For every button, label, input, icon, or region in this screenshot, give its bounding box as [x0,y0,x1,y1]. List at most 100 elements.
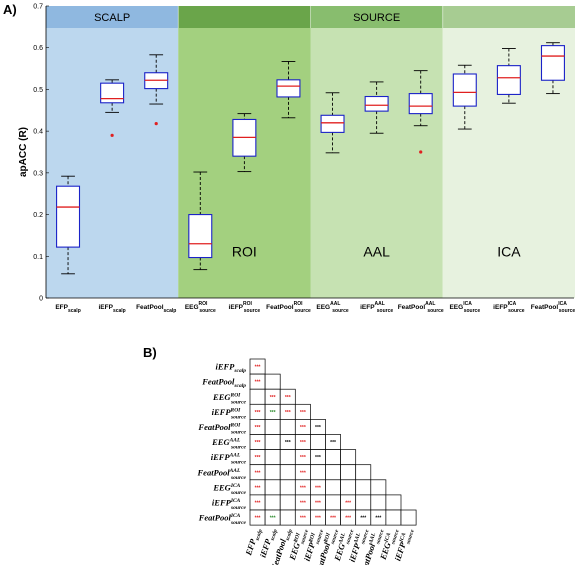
box-iqr [276,79,301,98]
matrix-cell [249,388,266,405]
band-header [310,6,443,28]
box-iqr [540,45,565,81]
panel-b-label: B) [143,345,157,360]
significance-stars: *** [345,500,351,506]
source-label: SOURCE [353,12,400,24]
matrix-cell [264,479,281,496]
row-label: FeatPoolROI source [197,422,246,436]
x-tick-label: FeatPoolROI source [266,301,311,314]
significance-stars: *** [315,485,321,491]
box-iqr [56,185,81,248]
matrix-cell [340,479,357,496]
significance-stars: *** [345,516,351,522]
matrix-cell [264,449,281,466]
significance-stars: *** [255,500,261,506]
box-iqr [496,65,521,95]
box-iqr [364,95,389,112]
significance-stars: *** [285,410,291,416]
matrix-cell [264,373,281,390]
matrix-cell [355,479,372,496]
significance-matrix: *** *** *** *** *** *** *** *** *** *** *** *** *** *… [197,358,417,565]
matrix-cell [340,449,357,466]
matrix-cell [370,479,387,496]
box-0 [56,175,81,275]
matrix-cell [310,434,326,450]
significance-stars: *** [330,516,336,522]
band-label: SCALP [94,12,130,24]
row-label: iEFPscalp [215,362,246,375]
x-tick-label: EEGICA source [449,301,480,314]
significance-stars: *** [255,455,261,461]
box-8 [408,70,433,154]
x-tick-label: iEFPAAL source [360,301,393,314]
significance-stars: *** [360,516,366,522]
band-bg [46,6,179,298]
matrix-cell [264,464,281,481]
box-7 [364,81,389,134]
box-3 [188,171,213,271]
row-label: EEGROI source [212,392,246,406]
region-label: ROI [232,243,257,259]
x-tick-label: FeatPoolICA source [531,301,575,314]
significance-stars: *** [255,365,261,371]
significance-stars: *** [315,500,321,506]
significance-stars: *** [255,410,261,416]
y-tick-label: 0.5 [33,87,43,94]
significance-stars: *** [330,440,336,446]
matrix-cell [355,464,372,481]
significance-stars: *** [255,470,261,476]
matrix-cell [310,464,326,481]
box-2 [144,54,169,126]
matrix-cell [370,494,387,511]
y-tick-label: 0 [39,296,43,303]
band-header [178,6,311,28]
region-label: ICA [497,243,521,259]
significance-stars: *** [270,395,276,401]
box-4 [232,113,257,173]
matrix-cell [325,494,341,511]
box-iqr [408,93,433,115]
x-tick-label: FeatPoolAAL source [398,301,444,314]
outlier-point [110,133,114,137]
significance-stars: *** [300,485,306,491]
x-tick-label: FeatPoolscalp [136,304,176,314]
row-label: iEFPICA source [212,497,247,511]
x-tick-label: EFPscalp [55,304,80,314]
matrix-cell [325,449,341,466]
significance-stars: *** [300,410,306,416]
significance-stars: *** [315,516,321,522]
significance-stars: *** [270,516,276,522]
box-11 [540,42,565,95]
band-header [46,6,179,28]
matrix-cell [400,509,417,526]
matrix-cell [279,479,296,496]
band-header [442,6,575,28]
x-tick-label: iEFPICA source [493,301,525,314]
y-tick-label: 0.6 [33,45,43,52]
y-tick-label: 0.1 [33,254,43,261]
matrix-cell [264,494,281,511]
matrix-cell [385,494,402,511]
significance-stars: *** [285,440,291,446]
row-label: FeatPoolICA source [198,513,247,527]
significance-stars: *** [255,380,261,386]
row-label: FeatPoolAAL source [197,467,247,481]
row-label: iEFPAAL source [211,452,247,466]
significance-stars: *** [285,395,291,401]
box-iqr [188,214,213,259]
box-9 [452,64,477,130]
significance-stars: *** [270,410,276,416]
significance-stars: *** [315,425,321,431]
matrix-cell [279,449,296,466]
significance-stars: *** [300,516,306,522]
row-label: iEFPROI source [212,407,247,421]
significance-stars: *** [315,455,321,461]
row-label: EEGICA source [212,482,246,496]
y-tick-label: 0.2 [33,212,43,219]
matrix-cell [279,509,296,526]
matrix-cell [340,464,357,481]
matrix-cell [325,479,341,496]
matrix-cell [385,509,402,526]
significance-stars: *** [300,440,306,446]
y-tick-label: 0.4 [33,129,43,136]
